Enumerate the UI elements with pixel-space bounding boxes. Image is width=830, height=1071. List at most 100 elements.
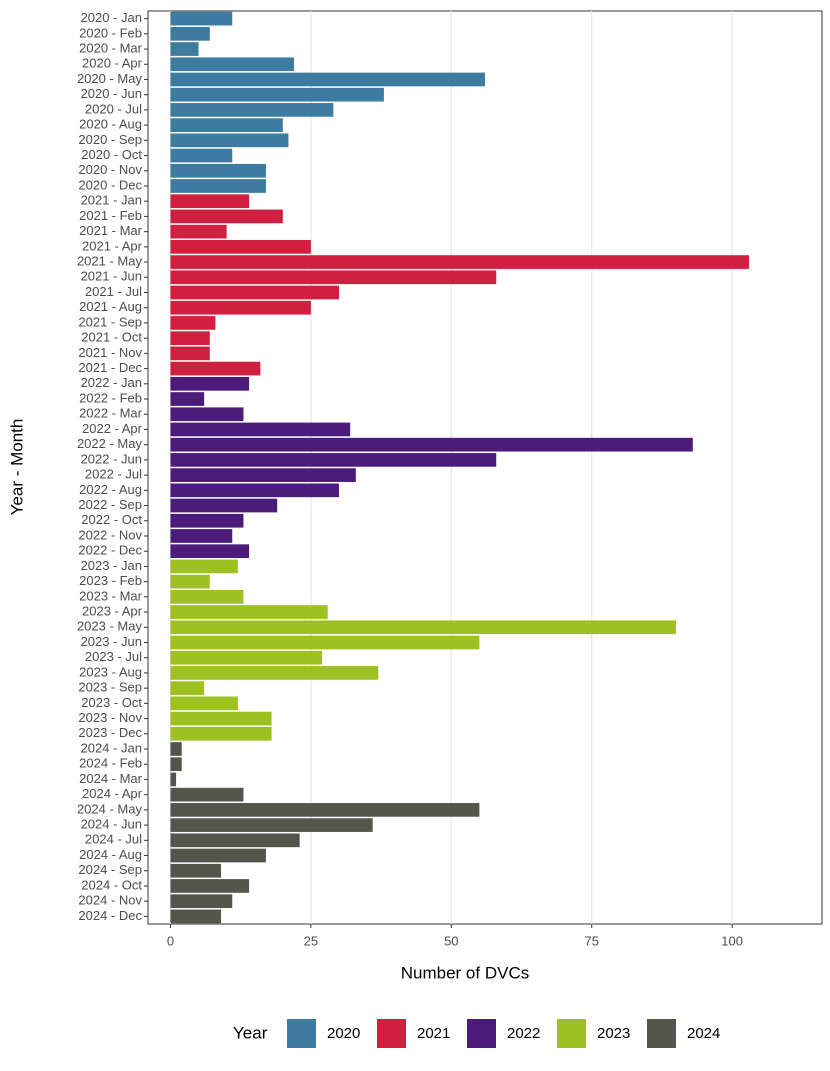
y-tick-label: 2023 - Oct	[81, 695, 142, 710]
bar	[170, 437, 693, 452]
legend-title: Year	[233, 1023, 268, 1042]
bar	[170, 863, 222, 878]
y-tick-label: 2021 - Nov	[78, 345, 142, 360]
y-tick-label: 2023 - Aug	[79, 664, 142, 679]
y-tick-label: 2024 - Jan	[81, 740, 142, 755]
bar	[170, 26, 210, 41]
y-tick-label: 2023 - Feb	[79, 573, 142, 588]
y-tick-label: 2024 - Mar	[79, 771, 143, 786]
bar	[170, 483, 339, 498]
bar	[170, 57, 295, 72]
y-tick-label: 2023 - Dec	[78, 725, 142, 740]
bar	[170, 255, 749, 269]
legend-label: 2021	[417, 1025, 450, 1042]
y-tick-label: 2020 - Sep	[78, 132, 142, 147]
y-tick-label: 2022 - Apr	[82, 421, 143, 436]
bar	[170, 346, 210, 361]
y-tick-label: 2020 - Jan	[81, 10, 142, 25]
y-tick-label: 2022 - Jun	[81, 451, 142, 466]
bar	[170, 589, 244, 604]
bar	[170, 726, 272, 741]
bar	[170, 376, 250, 391]
bar	[170, 270, 497, 285]
y-tick-label: 2023 - Jun	[81, 634, 142, 649]
bar	[170, 559, 238, 574]
x-tick-label: 0	[167, 933, 174, 948]
bar	[170, 681, 205, 695]
y-tick-label: 2021 - Dec	[78, 360, 142, 375]
bar	[170, 894, 233, 909]
y-tick-label: 2024 - May	[77, 801, 143, 816]
bar	[170, 650, 323, 665]
y-axis-title: Year - Month	[7, 419, 26, 516]
x-tick-label: 25	[304, 933, 318, 948]
y-tick-label: 2022 - May	[77, 436, 143, 451]
legend-key	[377, 1019, 406, 1048]
bar	[170, 224, 227, 239]
bar	[170, 331, 210, 346]
bar	[170, 194, 250, 209]
bar	[170, 818, 373, 832]
legend-key	[557, 1019, 586, 1048]
y-tick-label: 2023 - Jan	[81, 558, 142, 573]
bar	[170, 879, 250, 893]
bar	[170, 574, 210, 589]
bar	[170, 392, 205, 406]
y-tick-label: 2021 - May	[77, 254, 143, 269]
bar	[170, 544, 250, 559]
y-tick-label: 2024 - Nov	[78, 893, 142, 908]
y-tick-label: 2023 - Apr	[82, 603, 143, 618]
legend-label: 2023	[597, 1025, 630, 1042]
bar	[170, 103, 334, 117]
y-tick-label: 2021 - Sep	[78, 314, 142, 329]
y-tick-label: 2021 - Apr	[82, 238, 143, 253]
bar	[170, 209, 283, 224]
legend-label: 2024	[687, 1025, 720, 1042]
bar	[170, 87, 384, 102]
x-tick-label: 50	[444, 933, 458, 948]
x-axis-title: Number of DVCs	[401, 963, 529, 982]
y-tick-label: 2021 - Feb	[79, 208, 142, 223]
y-tick-label: 2021 - Mar	[79, 223, 143, 238]
bar	[170, 803, 480, 817]
y-tick-label: 2020 - Feb	[79, 25, 142, 40]
panel	[147, 10, 823, 925]
y-tick-label: 2024 - Sep	[78, 862, 142, 877]
y-tick-label: 2021 - Jan	[81, 193, 142, 208]
x-tick-label: 100	[721, 933, 743, 948]
y-tick-label: 2022 - Nov	[78, 527, 142, 542]
y-tick-label: 2021 - Oct	[81, 330, 142, 345]
bar	[170, 72, 485, 87]
y-tick-label: 2024 - Feb	[79, 756, 142, 771]
bar	[170, 711, 272, 726]
bar	[170, 772, 177, 787]
y-tick-label: 2023 - Jul	[85, 649, 142, 664]
bar	[170, 422, 351, 437]
y-tick-label: 2024 - Jun	[81, 817, 142, 832]
bar	[170, 316, 216, 330]
y-tick-label: 2021 - Jun	[81, 269, 142, 284]
bar	[170, 833, 300, 848]
legend-key	[287, 1019, 316, 1048]
legend-key	[647, 1019, 676, 1048]
y-tick-label: 2021 - Jul	[85, 284, 142, 299]
bar	[170, 179, 266, 193]
y-tick-label: 2020 - Jun	[81, 86, 142, 101]
y-tick-label: 2020 - Mar	[79, 40, 143, 55]
bar	[170, 118, 283, 132]
y-tick-label: 2020 - May	[77, 71, 143, 86]
bar	[170, 513, 244, 528]
y-tick-label: 2020 - Oct	[81, 147, 142, 162]
bar	[170, 757, 182, 772]
bar	[170, 787, 244, 802]
bar	[170, 133, 289, 148]
y-tick-label: 2022 - Oct	[81, 512, 142, 527]
bar	[170, 285, 339, 300]
bar	[170, 498, 278, 513]
y-tick-label: 2022 - Mar	[79, 406, 143, 421]
bar	[170, 666, 379, 680]
bar	[170, 620, 676, 635]
y-tick-label: 2024 - Apr	[82, 786, 143, 801]
y-tick-label: 2020 - Nov	[78, 162, 142, 177]
bar	[170, 468, 356, 482]
